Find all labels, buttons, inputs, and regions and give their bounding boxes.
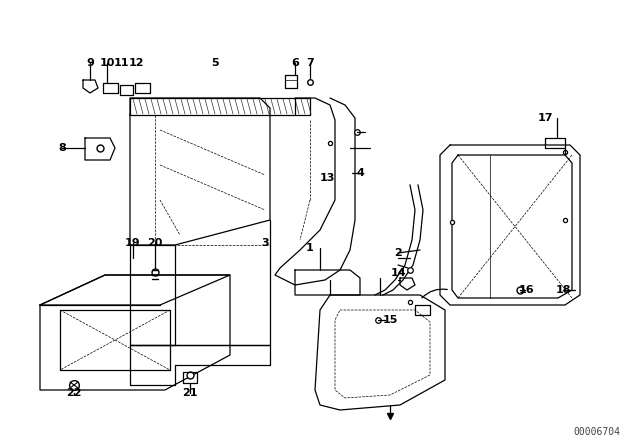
Text: 7: 7	[306, 58, 314, 68]
Text: 20: 20	[147, 238, 163, 248]
Text: 17: 17	[537, 113, 553, 123]
Text: 16: 16	[519, 285, 535, 295]
Text: 12: 12	[128, 58, 144, 68]
Text: 15: 15	[382, 315, 397, 325]
Text: 9: 9	[86, 58, 94, 68]
Text: 3: 3	[261, 238, 269, 248]
Text: 00006704: 00006704	[573, 427, 621, 437]
Text: 6: 6	[291, 58, 299, 68]
Text: 13: 13	[319, 173, 335, 183]
Text: 21: 21	[182, 388, 198, 398]
Text: 22: 22	[67, 388, 82, 398]
Text: 14: 14	[390, 268, 406, 278]
Text: 18: 18	[556, 285, 571, 295]
Text: 8: 8	[58, 143, 66, 153]
Text: 1: 1	[306, 243, 314, 253]
Text: 2: 2	[394, 248, 402, 258]
Text: 11: 11	[113, 58, 129, 68]
Text: 19: 19	[125, 238, 141, 248]
Text: 10: 10	[99, 58, 115, 68]
Text: 5: 5	[211, 58, 219, 68]
Text: 4: 4	[356, 168, 364, 178]
